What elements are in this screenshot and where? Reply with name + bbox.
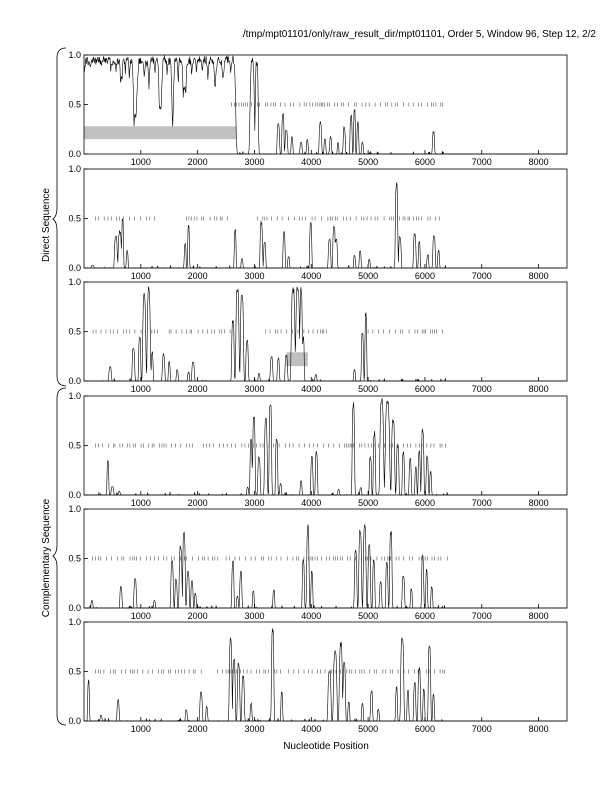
group-label-complementary: Complementary Sequence [41,498,52,617]
window-ticks-3 [92,329,443,334]
window-ticks-1 [231,102,443,107]
highlight-box-3-1 [286,352,308,367]
series-line-3 [84,286,567,383]
x-tick-label-4-8000: 8000 [529,498,549,508]
y-tick-label-3-0: 0.0 [68,376,81,386]
x-tick-label-3-4000: 4000 [301,384,321,394]
x-tick-label-2-7000: 7000 [472,271,492,281]
window-ticks-4 [95,443,446,448]
y-tick-label-6-0: 0.0 [68,716,81,726]
x-tick-label-2-6000: 6000 [415,271,435,281]
x-tick-label-6-8000: 8000 [529,724,549,734]
plot-frame-2: 1000 2000 3000 4000 5000 6000 7000 8000 0.0 0.5 1.… [68,164,568,281]
x-tick-label-6-2000: 2000 [188,724,208,734]
y-tick-label-3-2: 1.0 [68,277,81,287]
x-tick-label-1-2000: 2000 [188,157,208,167]
y-tick-label-5-1: 0.5 [68,554,81,564]
x-tick-label-4-3000: 3000 [244,498,264,508]
x-tick-label-2-4000: 4000 [301,271,321,281]
y-tick-label-2-0: 0.0 [68,263,81,273]
plot-frame-3: 1000 2000 3000 4000 5000 6000 7000 8000 0.0 0.5 1.… [68,277,568,394]
x-tick-label-6-5000: 5000 [358,724,378,734]
x-tick-label-6-3000: 3000 [244,724,264,734]
x-tick-label-4-1000: 1000 [131,498,151,508]
x-tick-label-3-2000: 2000 [188,384,208,394]
window-ticks-5 [92,556,448,561]
x-tick-label-3-5000: 5000 [358,384,378,394]
y-tick-label-4-2: 1.0 [68,391,81,401]
x-tick-label-4-6000: 6000 [415,498,435,508]
x-tick-label-5-5000: 5000 [358,611,378,621]
y-tick-label-3-1: 0.5 [68,327,81,337]
x-tick-label-5-4000: 4000 [301,611,321,621]
series-line-6 [84,628,567,723]
x-tick-label-1-6000: 6000 [415,157,435,167]
x-tick-label-3-1000: 1000 [131,384,151,394]
x-tick-label-2-2000: 2000 [188,271,208,281]
plot-frame-6: 1000 2000 3000 4000 5000 6000 7000 8000 0.0 0.5 1.… [68,617,568,734]
window-ticks-6 [95,669,445,674]
header-text: /tmp/mpt01101/only/raw_result_dir/mpt011… [243,29,597,40]
x-tick-label-5-1000: 1000 [131,611,151,621]
x-tick-label-5-6000: 6000 [415,611,435,621]
x-tick-label-5-3000: 3000 [244,611,264,621]
x-tick-label-6-6000: 6000 [415,724,435,734]
y-tick-label-2-1: 0.5 [68,214,81,224]
x-tick-label-4-4000: 4000 [301,498,321,508]
frame-border-6 [83,621,568,722]
y-tick-label-6-2: 1.0 [68,617,81,627]
x-tick-label-6-4000: 4000 [301,724,321,734]
x-axis-label: Nucleotide Position [283,741,369,752]
frame-border-5 [83,508,568,609]
x-tick-label-4-5000: 5000 [358,498,378,508]
x-tick-label-3-8000: 8000 [529,384,549,394]
group-brace-complementary [52,387,67,726]
y-tick-label-1-0: 0.0 [68,149,81,159]
y-tick-label-5-0: 0.0 [68,603,81,613]
plot-frame-5: 1000 2000 3000 4000 5000 6000 7000 8000 0.0 0.5 1.… [68,504,568,621]
x-tick-label-1-3000: 3000 [244,157,264,167]
y-tick-label-1-1: 0.5 [68,100,81,110]
x-tick-label-3-6000: 6000 [415,384,435,394]
x-tick-label-1-4000: 4000 [301,157,321,167]
x-tick-label-1-5000: 5000 [358,157,378,167]
x-tick-label-6-1000: 1000 [131,724,151,734]
y-tick-label-4-0: 0.0 [68,490,81,500]
plot-frame-1: 1000 2000 3000 4000 5000 6000 7000 8000 0.0 0.5 1.… [68,50,568,167]
group-brace-direct [52,47,67,387]
x-tick-label-2-3000: 3000 [244,271,264,281]
y-tick-label-6-1: 0.5 [68,667,81,677]
frame-border-4 [83,395,568,496]
x-tick-label-3-3000: 3000 [244,384,264,394]
frame-border-2 [83,168,568,269]
group-label-direct: Direct Sequence [41,188,52,262]
x-tick-label-2-8000: 8000 [529,271,549,281]
series-line-2 [84,182,567,269]
x-tick-label-1-7000: 7000 [472,157,492,167]
window-ticks-2 [95,216,440,221]
x-tick-label-6-7000: 7000 [472,724,492,734]
x-tick-label-4-7000: 7000 [472,498,492,508]
plot-frames: 1000 2000 3000 4000 5000 6000 7000 8000 0.0 0.5 1.… [68,50,568,734]
y-tick-label-5-2: 1.0 [68,504,81,514]
y-tick-label-2-2: 1.0 [68,164,81,174]
x-tick-label-3-7000: 7000 [472,384,492,394]
x-tick-label-1-8000: 8000 [529,157,549,167]
x-tick-label-5-2000: 2000 [188,611,208,621]
y-tick-label-4-1: 0.5 [68,441,81,451]
x-tick-label-2-5000: 5000 [358,271,378,281]
x-tick-label-1-1000: 1000 [131,157,151,167]
x-tick-label-5-8000: 8000 [529,611,549,621]
plot-frame-4: 1000 2000 3000 4000 5000 6000 7000 8000 0.0 0.5 1.… [68,391,568,508]
frame-border-3 [83,281,568,382]
x-tick-label-2-1000: 1000 [131,271,151,281]
x-tick-label-4-2000: 2000 [188,498,208,508]
series-line-4 [84,398,567,496]
y-tick-label-1-2: 1.0 [68,50,81,60]
series-line-1 [83,55,567,156]
series-line-5 [84,523,567,609]
highlight-box-1-1 [84,126,237,140]
x-tick-label-5-7000: 7000 [472,611,492,621]
